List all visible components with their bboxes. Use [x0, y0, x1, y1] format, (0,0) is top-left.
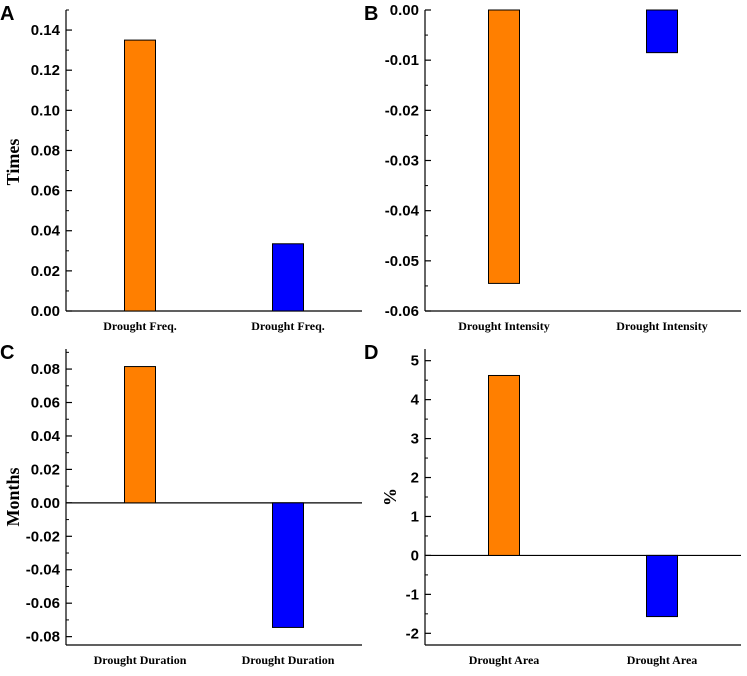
- panel-c-y-tick-label: 0.00: [31, 495, 60, 512]
- panel-d-y-tick-label: 2: [411, 470, 419, 487]
- panel-d: D % -2 -1 0 1 2 3 4 5 Drought Area Drought Area: [364, 342, 741, 667]
- panel-d-y-tick-label: -1: [406, 586, 419, 603]
- panel-a-bar: [124, 39, 156, 312]
- panel-b-y-tick-label: -0.04: [385, 203, 420, 220]
- panel-a: A Times 0.00 0.02 0.04 0.06 0.08 0.10 0.12 0.14…: [0, 3, 362, 333]
- panel-d-bar: [488, 374, 520, 556]
- panel-c-y-axis-label: Months: [3, 467, 23, 526]
- panel-a-y-tick-label: 0.06: [31, 183, 60, 200]
- panel-d-letter: D: [364, 342, 378, 364]
- panel-c: C Months -0.08 -0.06 -0.04 -0.02 0.00 0.02 0.0…: [0, 342, 362, 667]
- panel-d-y-tick-label: 0: [411, 547, 419, 564]
- panel-a-y-tick-label: 0.02: [31, 263, 60, 280]
- panel-a-letter: A: [0, 3, 14, 25]
- panel-d-x-category-label: Drought Area: [469, 653, 540, 667]
- panel-c-y-tick-label: -0.08: [26, 629, 60, 646]
- panel-b-y-tick-label: -0.05: [385, 253, 419, 270]
- panel-d-bar: [646, 554, 678, 618]
- panel-a-x-category-label: Drought Freq.: [103, 319, 177, 333]
- panel-b-y-tick-label: -0.06: [385, 303, 419, 320]
- panel-c-bar: [124, 366, 156, 504]
- panel-d-y-tick-label: 5: [411, 353, 419, 370]
- panel-d-y-tick-label: 3: [411, 431, 419, 448]
- panel-c-y-tick-label: 0.04: [31, 428, 61, 445]
- panel-c-bar: [272, 502, 304, 628]
- panel-b-y-tick-label: -0.01: [385, 52, 419, 69]
- panel-d-y-tick-label: 4: [411, 392, 420, 409]
- panel-c-y-tick-label: -0.04: [26, 562, 61, 579]
- panel-a-x-category-label: Drought Freq.: [251, 319, 325, 333]
- panel-b-letter: B: [364, 3, 378, 25]
- panel-a-y-tick-label: 0.08: [31, 142, 60, 159]
- panel-a-y-tick-label: 0.10: [31, 102, 60, 119]
- panel-c-y-tick-label: 0.06: [31, 395, 60, 412]
- panel-b-x-category-label: Drought Intensity: [616, 319, 707, 333]
- panel-b-y-tick-label: -0.03: [385, 153, 419, 170]
- panel-d-y-tick-label: -2: [406, 625, 419, 642]
- panel-d-x-category-label: Drought Area: [627, 653, 698, 667]
- panel-c-y-tick-label: 0.08: [31, 361, 60, 378]
- panel-a-y-tick-label: 0.04: [31, 223, 61, 240]
- panel-b-y-tick-label: -0.02: [385, 102, 419, 119]
- panel-c-y-tick-label: 0.02: [31, 461, 60, 478]
- panel-b-y-tick-label: 0.00: [390, 2, 419, 19]
- panel-c-y-tick-label: -0.02: [26, 528, 60, 545]
- panel-c-letter: C: [0, 342, 14, 364]
- panel-c-x-category-label: Drought Duration: [94, 653, 187, 667]
- panel-c-x-category-label: Drought Duration: [242, 653, 335, 667]
- panel-a-bar: [272, 243, 304, 312]
- panel-b-bar: [646, 9, 678, 54]
- panel-c-y-tick-label: -0.06: [26, 595, 60, 612]
- panel-b: B -0.06 -0.05 -0.04 -0.03 -0.02 -0.01 0.00 Drou…: [364, 2, 741, 333]
- panel-a-y-tick-label: 0.14: [31, 22, 61, 39]
- panel-d-y-axis-label: %: [380, 488, 400, 506]
- panel-a-y-tick-label: 0.00: [31, 303, 60, 320]
- panel-d-y-tick-label: 1: [411, 508, 419, 525]
- panel-a-y-axis-label: Times: [3, 139, 23, 186]
- panel-b-x-category-label: Drought Intensity: [458, 319, 549, 333]
- panel-b-bar: [488, 9, 520, 284]
- panel-a-y-tick-label: 0.12: [31, 62, 60, 79]
